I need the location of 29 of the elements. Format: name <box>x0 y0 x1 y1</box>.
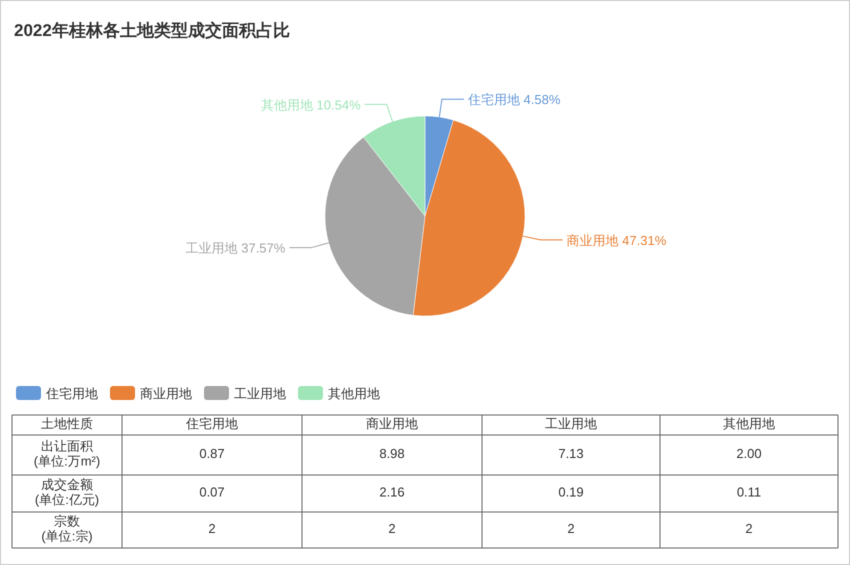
category-label: 其他用地 <box>723 416 775 432</box>
legend-label: 其他用地 <box>328 386 380 401</box>
legend-label: 住宅用地 <box>45 386 98 401</box>
category-label: 宗数 (单位:宗) <box>41 514 93 544</box>
category-label: 工业用地 37.57% <box>186 240 286 256</box>
legend-label: 工业用地 <box>234 386 286 401</box>
text: 2 <box>388 521 396 536</box>
category-label: 住宅用地 4.58% <box>468 92 560 108</box>
text: 2.00 <box>736 446 762 462</box>
category-label: 住宅用地 <box>185 416 238 432</box>
chart-title: 2022年桂林各土地类型成交面积占比 <box>14 21 290 40</box>
text: 0.87 <box>199 446 225 462</box>
text: 0.07 <box>199 484 225 500</box>
text: 2 <box>208 521 216 536</box>
text: 2 <box>567 521 575 536</box>
category-label: 成交金额 (单位:亿元) <box>34 477 100 508</box>
legend-label: 商业用地 <box>140 386 192 401</box>
text: 7.13 <box>558 446 584 462</box>
text: 0.11 <box>736 484 762 500</box>
text: 2 <box>745 521 753 536</box>
text: 2.16 <box>379 484 405 500</box>
category-label: 出让面积 (单位:万m²) <box>34 438 100 469</box>
text: 0.19 <box>558 484 584 500</box>
category-label: 商业用地 <box>366 416 418 432</box>
text: 土地性质 <box>41 416 93 432</box>
category-label: 其他用地 10.54% <box>260 97 361 112</box>
text: 8.98 <box>379 446 405 462</box>
category-label: 商业用地 47.31% <box>566 232 666 248</box>
category-label: 工业用地 <box>545 416 597 432</box>
